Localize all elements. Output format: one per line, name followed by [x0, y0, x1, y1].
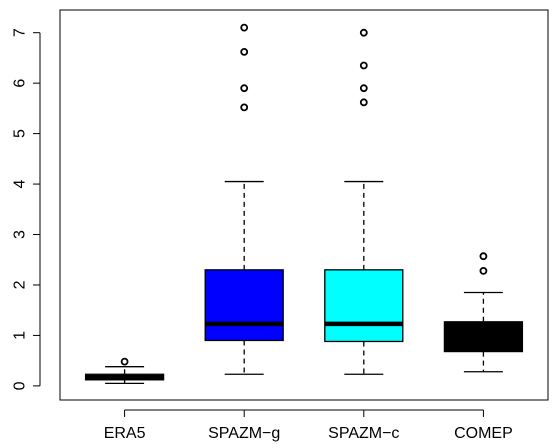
- y-axis: 0 1 2 3 4 5 6 7: [12, 28, 41, 390]
- x-axis: ERA5 SPAZM−g SPAZM−c COMEP: [104, 409, 513, 442]
- y-tick-label: 0: [12, 381, 29, 390]
- boxes: [84, 23, 524, 385]
- box: [204, 269, 284, 342]
- y-tick-label: 2: [12, 280, 29, 289]
- x-tick-label: SPAZM−g: [208, 425, 280, 442]
- outlier-point: [359, 98, 368, 107]
- x-tick-label: COMEP: [454, 425, 513, 442]
- outlier-point: [359, 84, 368, 93]
- outlier-point: [359, 28, 368, 37]
- y-tick-label: 7: [12, 28, 29, 37]
- outlier-point: [240, 84, 249, 93]
- outlier-point: [240, 103, 249, 112]
- y-tick-label: 4: [12, 180, 29, 189]
- box-group: [204, 23, 284, 375]
- y-tick-label: 6: [12, 79, 29, 88]
- outlier-point: [240, 47, 249, 56]
- y-tick-label: 5: [12, 129, 29, 138]
- outlier-point: [479, 252, 488, 261]
- plot-frame: [59, 9, 549, 401]
- box-group: [84, 357, 165, 385]
- outlier-point: [120, 357, 129, 366]
- x-tick-label: SPAZM−c: [328, 425, 399, 442]
- box: [324, 269, 404, 343]
- outlier-point: [240, 23, 249, 32]
- box-group: [443, 252, 524, 373]
- outlier-point: [359, 61, 368, 70]
- x-tick-label: ERA5: [104, 425, 146, 442]
- y-tick-label: 1: [12, 331, 29, 340]
- outlier-point: [479, 266, 488, 275]
- box-group: [324, 28, 404, 375]
- y-tick-label: 3: [12, 230, 29, 239]
